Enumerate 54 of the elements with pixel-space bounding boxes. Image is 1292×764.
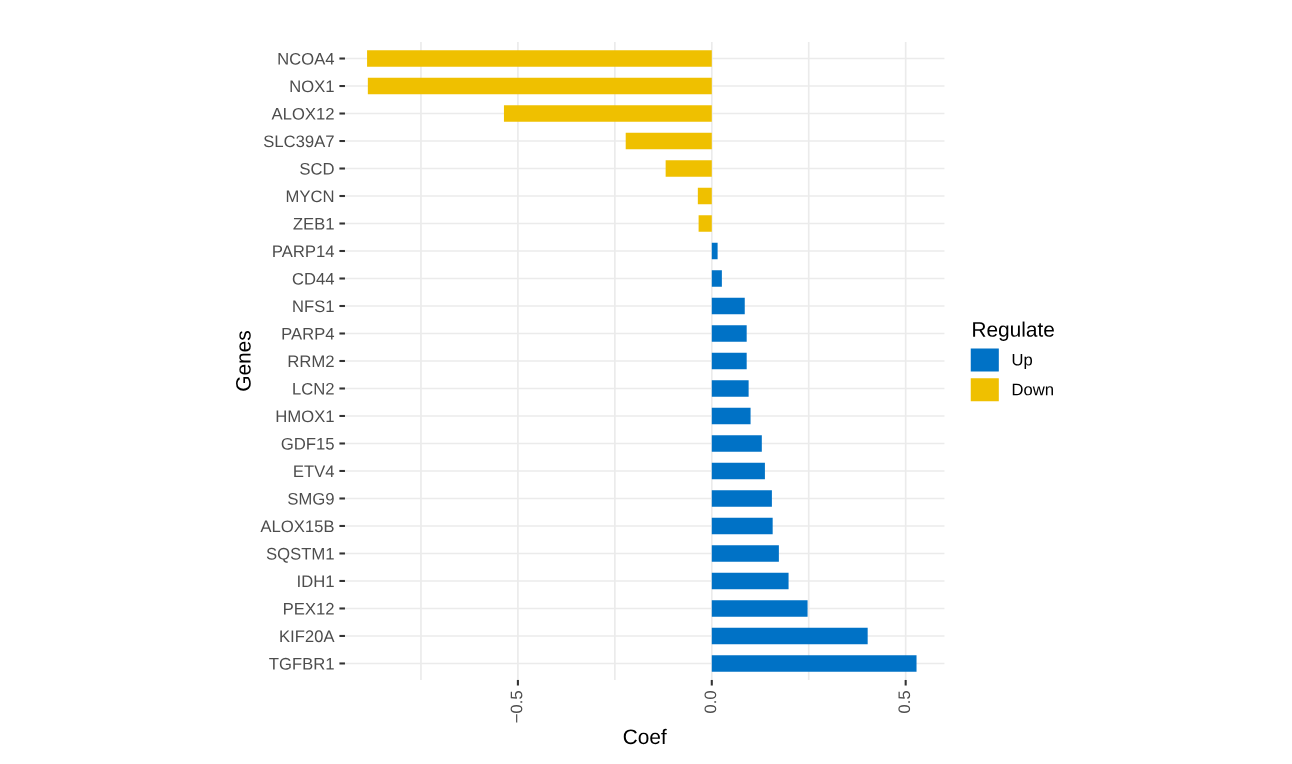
y-tick-label: PARP4 <box>282 328 335 340</box>
bar <box>698 215 712 232</box>
y-tick-label: KIF20A <box>280 630 335 643</box>
bar <box>711 380 749 397</box>
bar <box>711 655 917 672</box>
y-tick-label: LCN2 <box>293 382 334 395</box>
y-tick-label: NFS1 <box>293 300 334 313</box>
bar <box>711 297 745 315</box>
y-tick-label: SMG9 <box>288 492 334 505</box>
y-tick-label: SQSTM1 <box>266 547 334 563</box>
bar <box>697 187 712 205</box>
bar <box>625 132 712 150</box>
bar <box>367 50 712 67</box>
bar <box>665 160 712 177</box>
bar <box>711 517 773 535</box>
y-tick-label: TGFBR1 <box>269 657 334 670</box>
bar <box>711 627 868 645</box>
bar <box>711 242 718 260</box>
y-tick-label: SLC39A7 <box>263 135 334 148</box>
x-axis-title: Coef <box>623 728 667 745</box>
legend-title: Regulate <box>973 321 1054 341</box>
y-tick-label: CD44 <box>292 272 335 285</box>
bar <box>711 435 762 452</box>
bar <box>503 105 712 122</box>
y-tick-label: ALOX15B <box>260 520 334 533</box>
legend-label: Up <box>1012 353 1033 369</box>
y-tick-label: NOX1 <box>290 80 334 93</box>
y-tick-label: MYCN <box>286 190 334 203</box>
bar <box>711 600 808 617</box>
bar <box>711 407 751 425</box>
bar <box>711 572 789 590</box>
x-tick-label: −0.5 <box>510 691 523 723</box>
bar <box>711 545 779 562</box>
y-tick-label: IDH1 <box>298 575 334 588</box>
bar <box>711 462 765 480</box>
x-tick-label: 0.0 <box>704 691 717 713</box>
bar <box>711 490 772 507</box>
y-tick-label: PEX12 <box>284 602 334 615</box>
bar <box>711 325 747 342</box>
y-tick-label: GDF15 <box>281 437 334 450</box>
y-tick-label: RRM2 <box>288 355 334 368</box>
legend-label: Down <box>1012 383 1053 396</box>
y-tick-label: HMOX1 <box>276 410 334 423</box>
bar <box>367 77 712 95</box>
y-tick-label: ETV4 <box>294 465 335 478</box>
y-tick-label: NCOA4 <box>278 52 335 65</box>
bar <box>711 270 722 287</box>
y-tick-label: SCD <box>300 162 334 175</box>
x-tick-label: 0.5 <box>898 691 911 713</box>
y-tick-label: PARP14 <box>273 245 335 258</box>
y-tick-label: ZEB1 <box>293 218 334 230</box>
y-axis-title: Genes <box>236 331 251 391</box>
y-tick-label: ALOX12 <box>271 107 334 120</box>
bar <box>711 352 747 370</box>
